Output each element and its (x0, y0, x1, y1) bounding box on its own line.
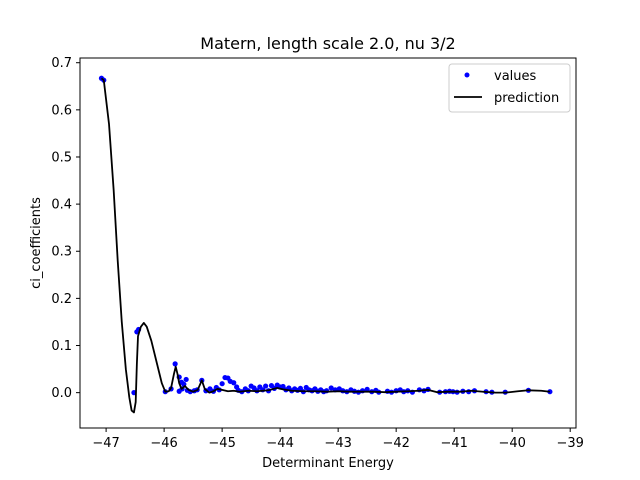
legend-values-label: values (494, 69, 537, 84)
x-tick-label: −46 (150, 436, 177, 451)
x-tick-label: −42 (382, 436, 409, 451)
x-tick-label: −43 (324, 436, 351, 451)
legend: values prediction (449, 64, 570, 112)
y-tick-label: 0.4 (51, 198, 72, 213)
x-tick-label: −41 (440, 436, 467, 451)
values-point (173, 361, 178, 366)
y-tick-label: 0.7 (51, 56, 72, 71)
x-axis-label: Determinant Energy (262, 456, 394, 471)
x-tick-label: −47 (92, 436, 119, 451)
y-tick-label: 0.1 (51, 339, 72, 354)
y-tick-label: 0.3 (51, 245, 72, 260)
legend-values-marker (465, 73, 470, 78)
y-tick-label: 0.2 (51, 292, 72, 307)
values-point (220, 381, 225, 386)
y-tick-label: 0.6 (51, 103, 72, 118)
x-tick-label: −45 (208, 436, 235, 451)
y-tick-label: 0.0 (51, 386, 72, 401)
legend-prediction-label: prediction (494, 91, 559, 106)
x-tick-label: −40 (498, 436, 525, 451)
values-point (184, 377, 189, 382)
values-point (231, 380, 236, 385)
chart-title: Matern, length scale 2.0, nu 3/2 (200, 34, 455, 53)
values-point (263, 383, 268, 388)
x-tick-label: −39 (556, 436, 583, 451)
y-axis-label: ci_coefficients (29, 197, 44, 289)
y-tick-label: 0.5 (51, 150, 72, 165)
x-tick-label: −44 (266, 436, 293, 451)
